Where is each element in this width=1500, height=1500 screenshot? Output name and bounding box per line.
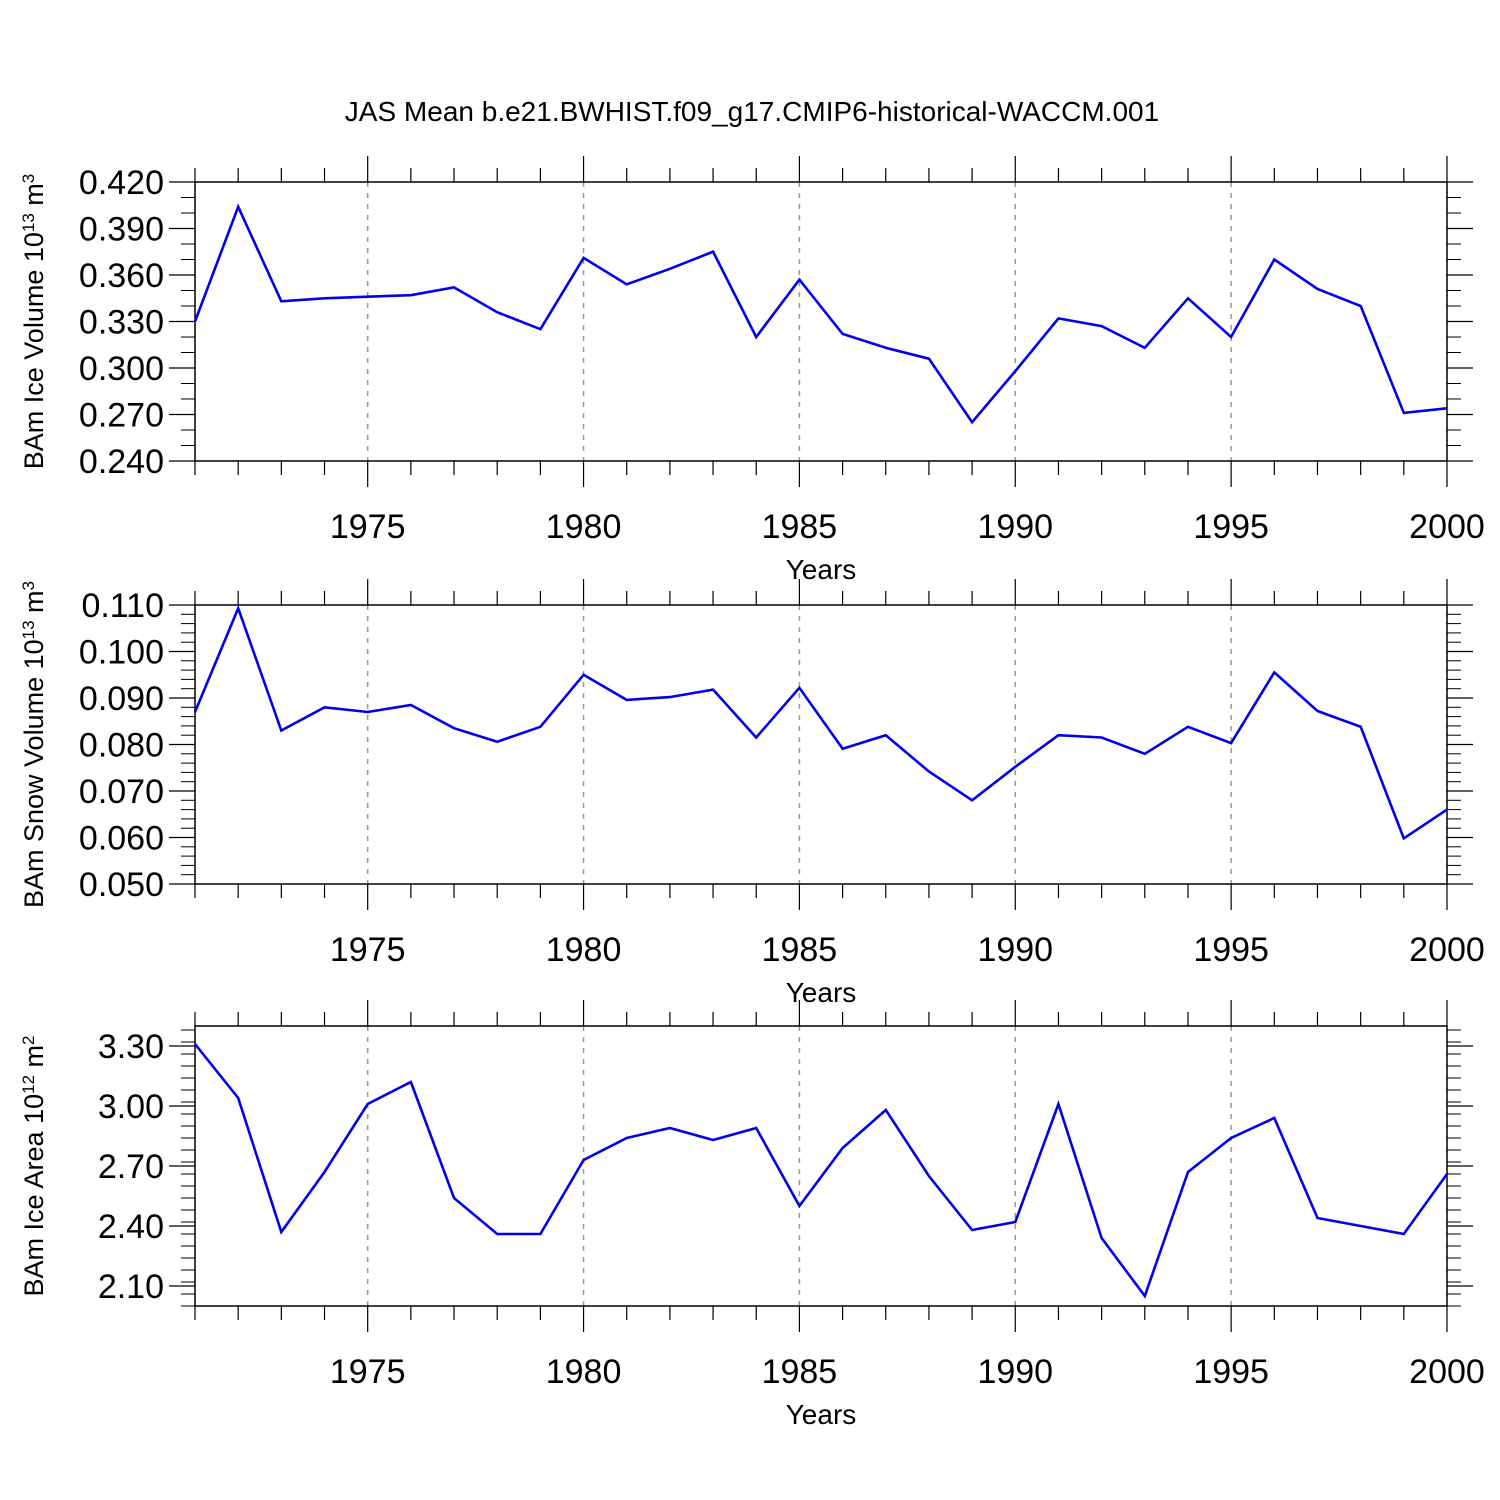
y-tick-label: 2.70 bbox=[98, 1148, 164, 1186]
y-axis-label: BAm Ice Area 1012 m2 bbox=[19, 1036, 49, 1297]
plot-frame bbox=[194, 604, 1448, 885]
y-tick-label: 0.080 bbox=[79, 727, 164, 765]
y-tick-label: 0.360 bbox=[79, 257, 164, 295]
chart-panel-2: 0.050 0.060 0.070 0.080 0.090 0.100 0.110 1975 1… bbox=[19, 579, 1485, 1008]
x-tick-label: 1975 bbox=[330, 508, 406, 546]
x-tick-label: 1975 bbox=[330, 931, 406, 969]
series-line bbox=[193, 1043, 1449, 1299]
y-tick-label: 0.050 bbox=[79, 866, 164, 904]
y-tick-label: 0.070 bbox=[79, 773, 164, 811]
y-tick-label: 0.300 bbox=[79, 350, 164, 388]
plot-frame bbox=[194, 181, 1448, 462]
y-axis-label: BAm Snow Volume 1013 m3 bbox=[19, 581, 49, 908]
y-tick-label: 3.30 bbox=[98, 1028, 164, 1066]
x-tick-label: 1975 bbox=[330, 1353, 406, 1391]
figure-title: JAS Mean b.e21.BWHIST.f09_g17.CMIP6-hist… bbox=[345, 96, 1159, 127]
x-tick-label: 1980 bbox=[546, 1353, 622, 1391]
x-axis-label: Years bbox=[786, 977, 857, 1008]
x-tick-label: 2000 bbox=[1409, 508, 1485, 546]
y-tick-label: 0.390 bbox=[79, 211, 164, 249]
x-tick-label: 1990 bbox=[977, 508, 1053, 546]
y-tick-label: 0.100 bbox=[79, 634, 164, 672]
x-tick-label: 1980 bbox=[546, 931, 622, 969]
x-tick-label: 2000 bbox=[1409, 931, 1485, 969]
x-axis-label: Years bbox=[786, 1399, 857, 1430]
y-tick-label: 0.090 bbox=[79, 680, 164, 718]
chart-panel-1: 0.240 0.270 0.300 0.330 0.360 0.390 0.420 1975 1… bbox=[19, 156, 1485, 585]
y-tick-label: 0.270 bbox=[79, 397, 164, 435]
x-tick-label: 1995 bbox=[1193, 1353, 1269, 1391]
series-line bbox=[193, 604, 1448, 841]
series-line bbox=[193, 203, 1448, 425]
y-tick-label: 2.40 bbox=[98, 1208, 164, 1246]
x-tick-label: 1990 bbox=[977, 1353, 1053, 1391]
x-tick-label: 1985 bbox=[762, 931, 838, 969]
x-axis-label: Years bbox=[786, 554, 857, 585]
x-tick-label: 1985 bbox=[762, 1353, 838, 1391]
x-tick-label: 1995 bbox=[1193, 508, 1269, 546]
y-tick-label: 0.240 bbox=[79, 443, 164, 481]
y-tick-label: 0.060 bbox=[79, 820, 164, 858]
x-tick-label: 1980 bbox=[546, 508, 622, 546]
plot-frame bbox=[194, 1025, 1448, 1307]
panels: 0.240 0.270 0.300 0.330 0.360 0.390 0.420 1975 1… bbox=[19, 156, 1485, 1430]
y-tick-label: 0.330 bbox=[79, 304, 164, 342]
x-tick-label: 1995 bbox=[1193, 931, 1269, 969]
chart-panel-3: 2.10 2.40 2.70 3.00 3.30 1975 1980 1985 1990 1995… bbox=[19, 1000, 1485, 1430]
y-tick-label: 3.00 bbox=[98, 1088, 164, 1126]
y-axis-label: BAm Ice Volume 1013 m3 bbox=[19, 174, 49, 470]
y-tick-label: 2.10 bbox=[98, 1268, 164, 1306]
x-tick-label: 2000 bbox=[1409, 1353, 1485, 1391]
x-tick-label: 1990 bbox=[977, 931, 1053, 969]
x-tick-label: 1985 bbox=[762, 508, 838, 546]
y-tick-label: 0.420 bbox=[79, 164, 164, 202]
y-tick-label: 0.110 bbox=[81, 587, 164, 625]
